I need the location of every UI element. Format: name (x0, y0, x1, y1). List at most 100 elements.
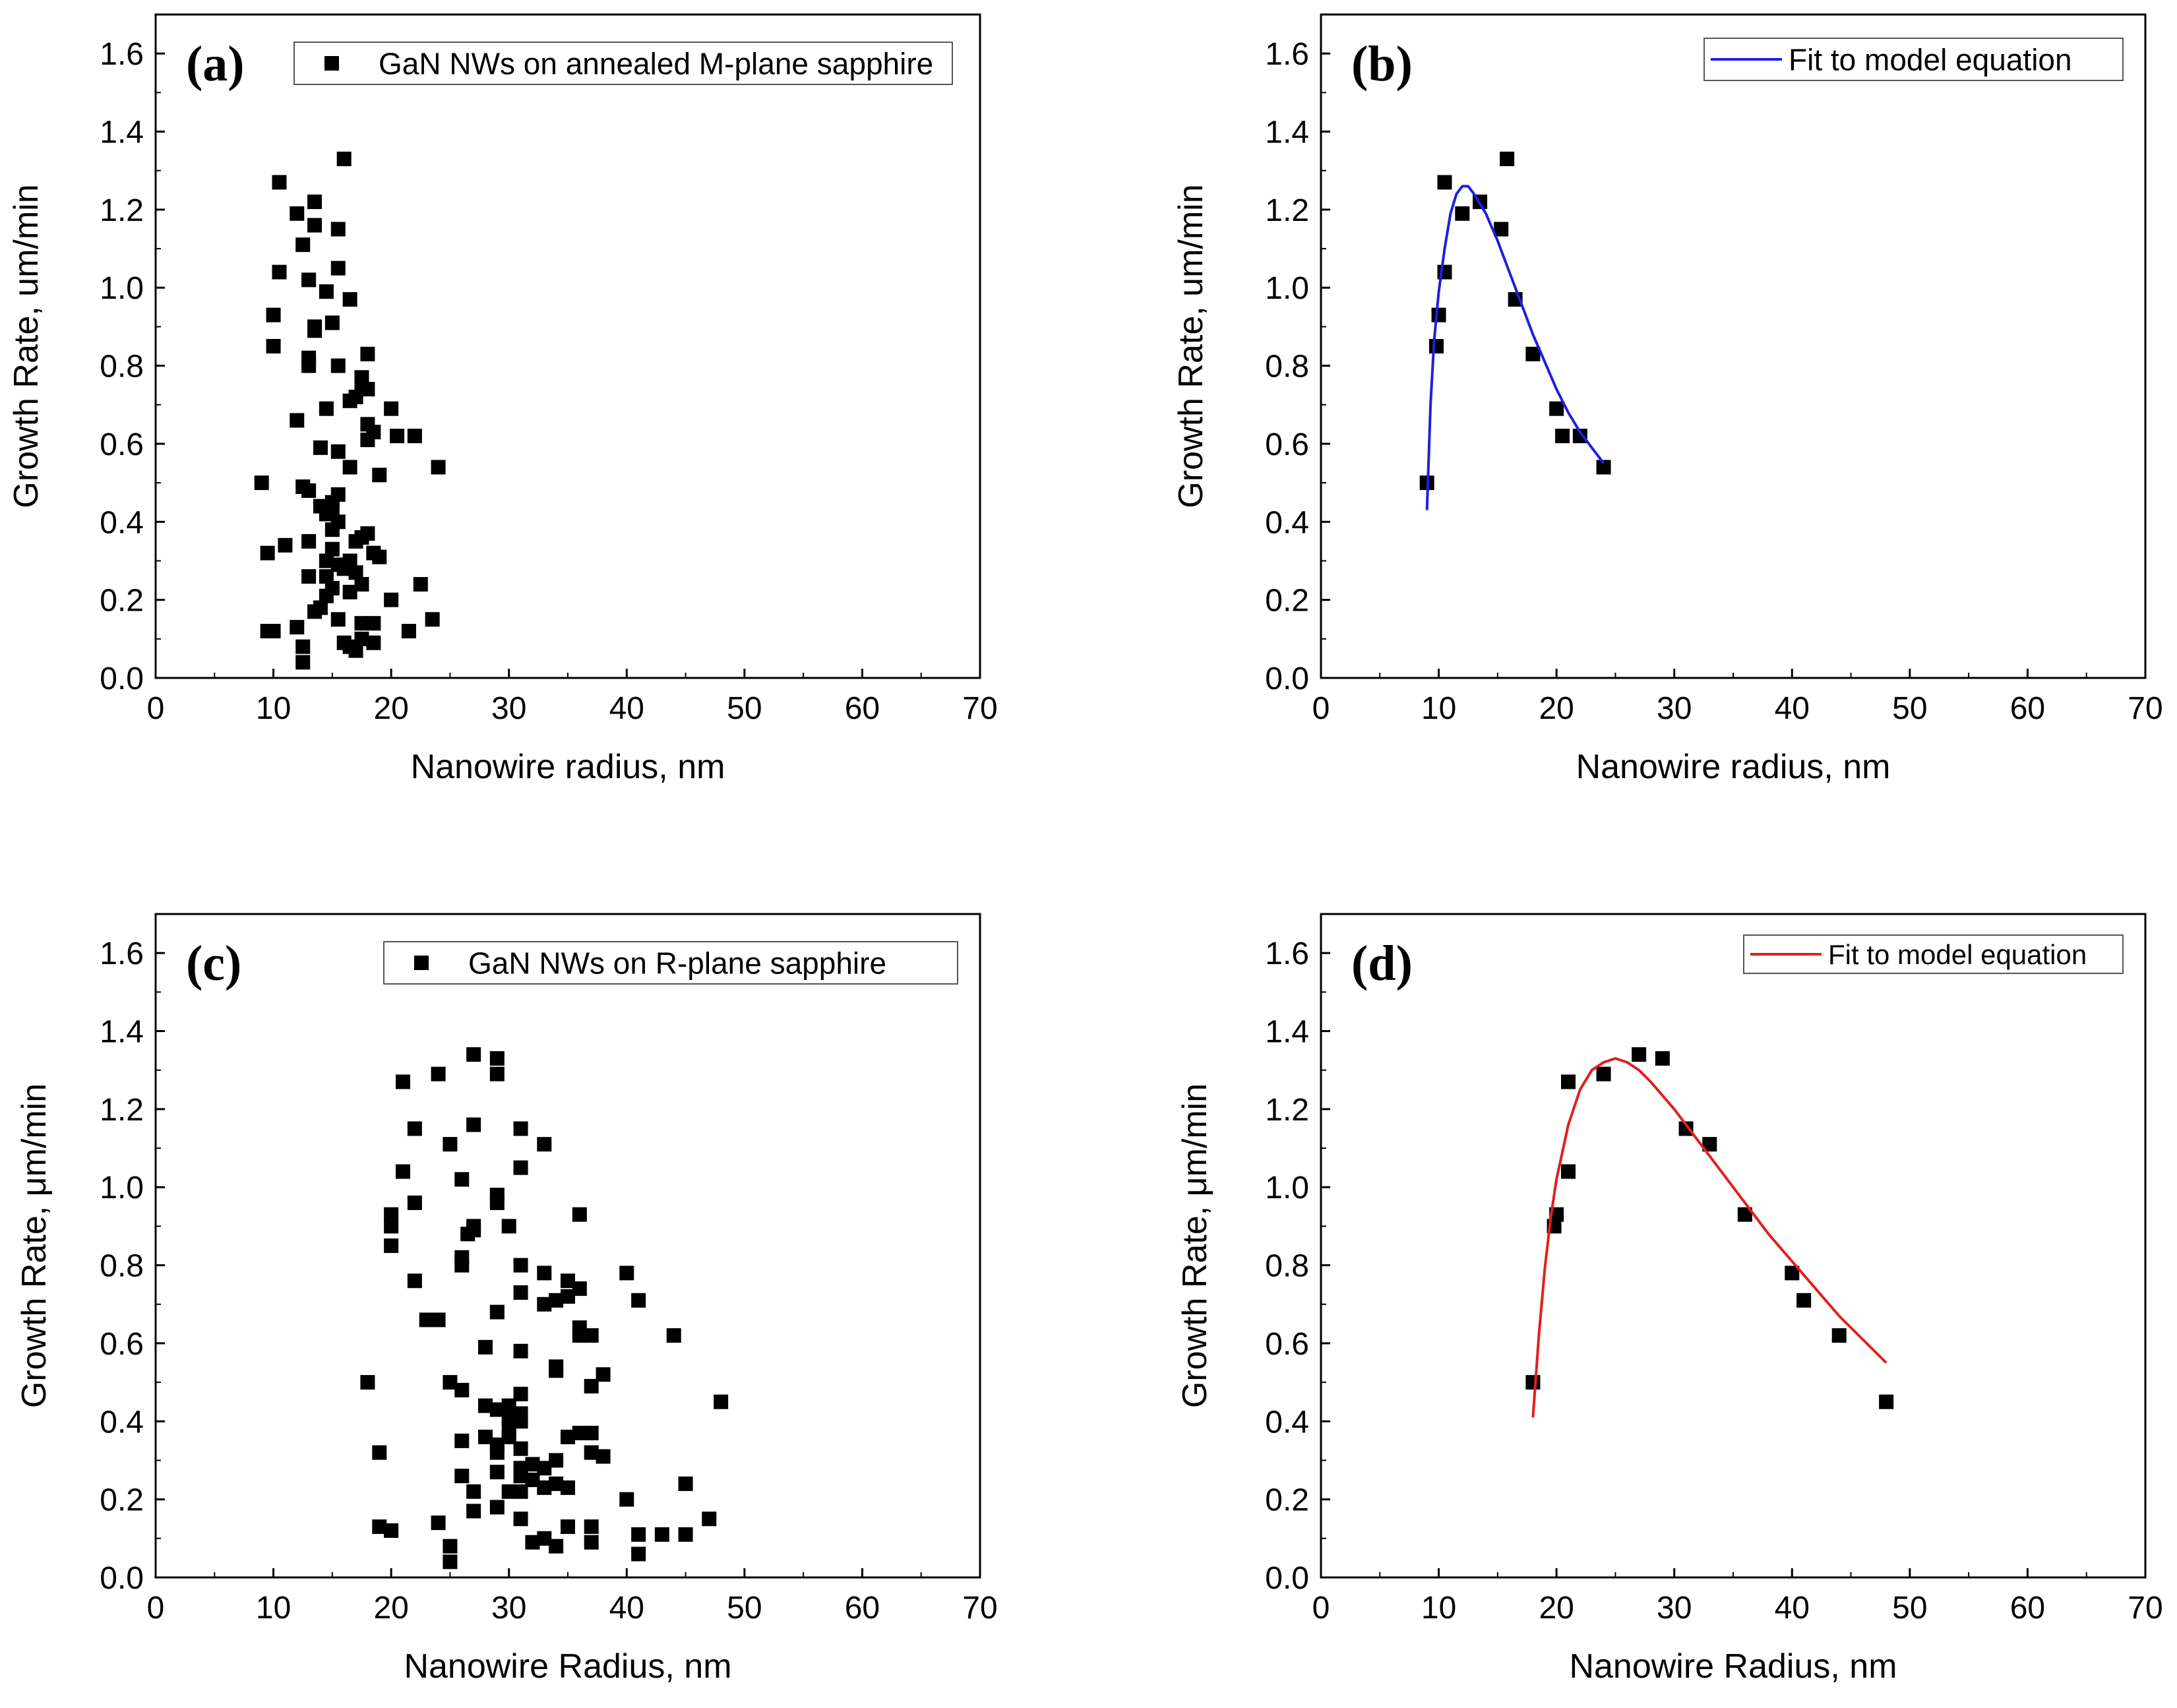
data-point (561, 1289, 575, 1304)
x-tick-label: 40 (1775, 1591, 1810, 1626)
data-point (1561, 1074, 1576, 1089)
x-tick-label: 50 (1892, 1591, 1927, 1626)
data-point (372, 1519, 387, 1535)
data-point (372, 468, 387, 483)
data-point (295, 639, 311, 654)
data-point (513, 1386, 528, 1401)
y-tick-label: 0.4 (100, 505, 144, 540)
data-point (1596, 460, 1611, 475)
data-point (1572, 429, 1587, 444)
data-point (360, 346, 375, 361)
data-point (319, 401, 334, 416)
data-point (425, 612, 440, 627)
data-point (489, 1051, 505, 1066)
data-point (489, 1304, 505, 1320)
data-point (1500, 151, 1515, 166)
data-point (584, 1328, 599, 1343)
x-tick-label: 50 (727, 691, 762, 726)
data-point (631, 1527, 646, 1542)
data-point (407, 1121, 422, 1136)
data-point (525, 1473, 540, 1488)
data-point (1785, 1266, 1800, 1281)
y-tick-label: 0.2 (1265, 1483, 1309, 1518)
chart-panel-c: 0 10 20 30 40 50 60 70 0.0 0.2 0.4 0.6 0.8 1.0 1.2 1.4 1… (15, 913, 998, 1686)
scatter-series (360, 1047, 729, 1570)
data-point (384, 1523, 399, 1538)
y-tick-label: 0.0 (100, 1561, 144, 1596)
x-axis-label: Nanowire radius, nm (1576, 748, 1891, 786)
data-point (272, 175, 287, 190)
x-tick-label: 50 (727, 1591, 762, 1626)
x-tick-label: 10 (1421, 691, 1456, 726)
chart-panel-a: 0 10 20 30 40 50 60 70 0.0 0.2 0.4 0.6 0.8 1.0 1.2 1.4 1… (7, 13, 998, 786)
y-tick-label: 0.8 (100, 350, 144, 384)
panel-label: (a) (186, 36, 245, 92)
x-axis-label: Nanowire radius, nm (411, 748, 725, 786)
data-point (572, 1281, 587, 1296)
data-point (478, 1339, 493, 1355)
x-tick-label: 50 (1892, 691, 1927, 726)
y-tick-label: 0.4 (1265, 1405, 1309, 1440)
legend-marker (414, 956, 429, 970)
y-tick-label: 0.0 (1265, 661, 1309, 696)
legend-label: Fit to model equation (1789, 43, 2072, 77)
scatter-series (254, 151, 446, 670)
legend: GaN NWs on annealed M-plane sapphire (293, 42, 953, 85)
panel-label: (c) (186, 936, 241, 991)
data-point (525, 1535, 540, 1550)
fit-curve (1531, 1057, 1887, 1418)
legend-label: GaN NWs on annealed M-plane sapphire (379, 47, 933, 81)
x-tick-label: 0 (1312, 691, 1330, 726)
y-tick-label: 1.0 (1265, 1171, 1309, 1205)
y-tick-label: 0.2 (100, 1483, 144, 1518)
y-tick-label: 1.6 (100, 37, 144, 72)
x-tick-label: 70 (962, 691, 997, 726)
data-point (360, 433, 375, 448)
x-tick-label: 10 (1421, 1591, 1456, 1626)
data-point (260, 545, 275, 561)
legend-marker (324, 56, 339, 71)
x-tick-label: 40 (609, 691, 644, 726)
data-point (537, 1480, 552, 1495)
y-axis-label: Growth Rate, um/min (1172, 184, 1210, 508)
x-tick-label: 20 (1539, 1591, 1574, 1626)
data-point (366, 635, 381, 650)
data-point (372, 549, 387, 564)
y-tick-label: 0.6 (1265, 427, 1309, 462)
data-point (324, 315, 340, 330)
data-point (460, 1227, 475, 1242)
data-point (1596, 1066, 1611, 1082)
data-point (319, 553, 334, 568)
x-axis-label: Nanowire Radius, nm (1569, 1647, 1897, 1686)
y-tick-label: 1.2 (100, 193, 144, 228)
scatter-series (1419, 151, 1611, 491)
data-point (1455, 206, 1470, 221)
data-point (307, 218, 322, 233)
data-point (1549, 401, 1564, 416)
data-point (525, 1457, 540, 1472)
x-axis-label: Nanowire Radius, nm (404, 1647, 731, 1686)
y-tick-label: 0.4 (1265, 505, 1309, 540)
data-point (295, 237, 311, 253)
data-point (549, 1476, 564, 1491)
legend-box (293, 42, 953, 85)
legend: Fit to model equation (1703, 38, 2124, 81)
data-point (1429, 339, 1444, 353)
x-tick-label: 60 (2010, 691, 2045, 726)
data-point (319, 506, 334, 522)
data-point (307, 323, 322, 338)
y-tick-label: 1.4 (1265, 1015, 1309, 1050)
data-point (549, 1453, 564, 1468)
x-tick-label: 0 (147, 1591, 165, 1626)
y-tick-label: 1.6 (1265, 37, 1309, 72)
data-point (513, 1414, 528, 1429)
data-point (489, 1066, 505, 1082)
data-point (489, 1195, 505, 1210)
legend-box (383, 941, 958, 985)
data-point (513, 1121, 528, 1136)
data-point (702, 1511, 717, 1527)
data-point (301, 358, 317, 373)
data-point (584, 1379, 599, 1394)
data-point (431, 1312, 446, 1327)
y-axis-label: Growth Rate, um/min (7, 184, 46, 508)
